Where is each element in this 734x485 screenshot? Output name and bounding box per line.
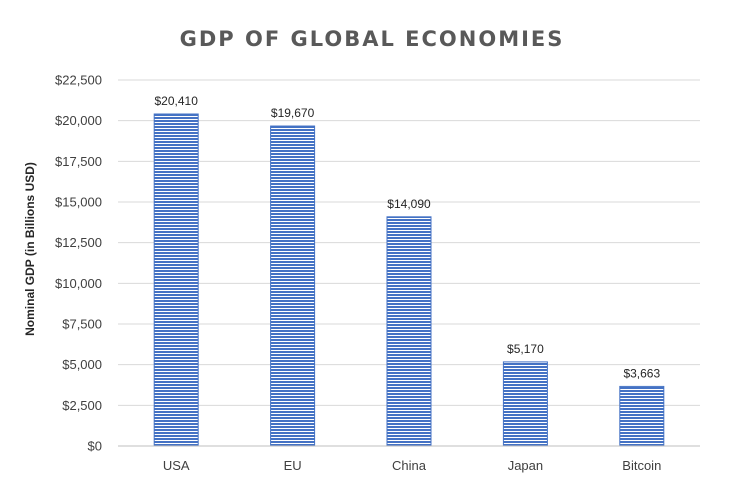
y-tick-label: $17,500	[55, 154, 102, 169]
data-labels: $20,410 $19,670 $14,090 $5,170 $3,663	[155, 94, 661, 380]
data-label: $19,670	[271, 106, 315, 120]
data-label: $14,090	[387, 197, 431, 211]
y-axis-ticks: $0 $2,500 $5,000 $7,500 $10,000 $12,500 $15,00…	[55, 73, 102, 454]
chart-title: GDP OF GLOBAL ECONOMIES	[180, 27, 565, 51]
y-tick-label: $5,000	[62, 357, 102, 372]
y-tick-label: $12,500	[55, 235, 102, 250]
y-tick-label: $2,500	[62, 398, 102, 413]
bars	[153, 113, 665, 447]
y-axis-label: Nominal GDP (in Billions USD)	[23, 162, 37, 336]
bar-japan	[502, 361, 548, 447]
y-tick-label: $22,500	[55, 73, 102, 88]
x-tick-label: Bitcoin	[622, 458, 661, 473]
data-label: $5,170	[507, 342, 544, 356]
y-tick-label: $10,000	[55, 276, 102, 291]
y-tick-label: $20,000	[55, 113, 102, 128]
x-tick-label: China	[392, 458, 427, 473]
y-tick-label: $15,000	[55, 195, 102, 210]
bar-china	[386, 216, 432, 447]
x-axis-ticks: USA EU China Japan Bitcoin	[163, 458, 661, 473]
x-tick-label: USA	[163, 458, 190, 473]
bar-eu	[270, 125, 316, 447]
y-tick-label: $7,500	[62, 317, 102, 332]
x-tick-label: EU	[284, 458, 302, 473]
data-label: $20,410	[155, 94, 199, 108]
bar-usa	[153, 113, 199, 447]
bar-bitcoin	[619, 385, 665, 447]
x-tick-label: Japan	[508, 458, 543, 473]
y-tick-label: $0	[88, 439, 102, 454]
data-label: $3,663	[623, 366, 660, 380]
